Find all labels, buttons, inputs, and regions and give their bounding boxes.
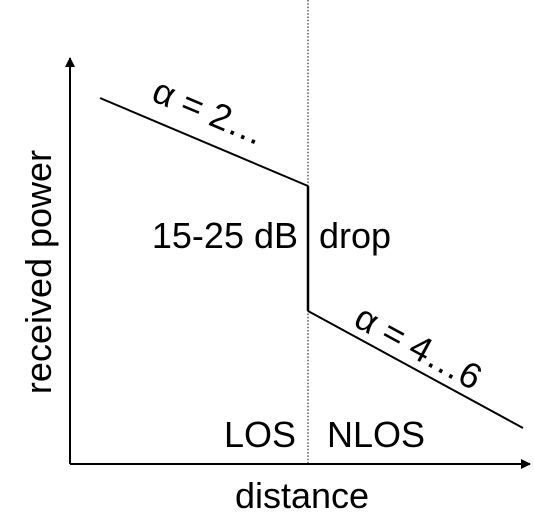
los-slope-label: α = 2… bbox=[147, 70, 272, 154]
y-axis-label: received power bbox=[18, 150, 59, 394]
los-region-label: LOS bbox=[224, 414, 296, 455]
drop-word-label: drop bbox=[319, 215, 391, 256]
los-power-segment bbox=[99, 97, 309, 187]
nlos-region-label: NLOS bbox=[327, 414, 425, 455]
nlos-slope-label: α = 4…6 bbox=[348, 296, 489, 398]
nlos-power-segment bbox=[307, 310, 524, 429]
drop-value-label: 15-25 dB bbox=[152, 215, 298, 256]
x-axis-label: distance bbox=[235, 475, 369, 516]
